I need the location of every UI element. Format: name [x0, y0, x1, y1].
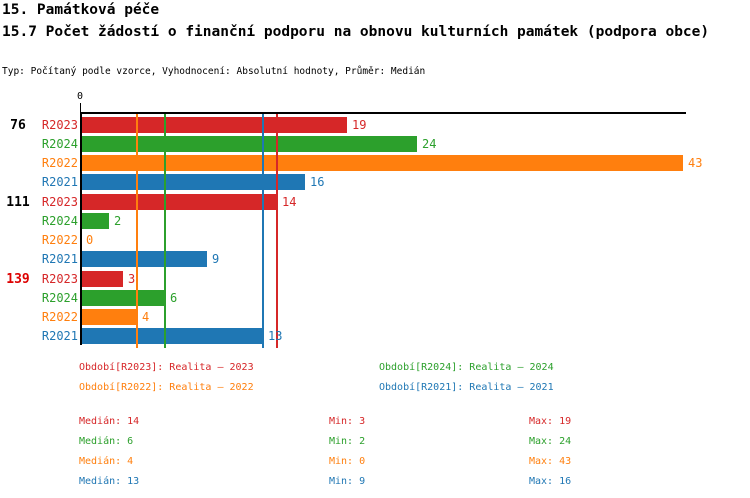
- stat-min: Min: 3: [329, 416, 366, 427]
- bar-value-label: 4: [142, 310, 150, 324]
- bar-value-label: 3: [128, 272, 136, 286]
- group-label: 139: [6, 272, 30, 287]
- median-line: [136, 114, 138, 348]
- stat-max: Max: 24: [529, 436, 572, 447]
- bar-value-label: 9: [212, 252, 220, 266]
- stat-min: Min: 2: [329, 436, 366, 447]
- page-title: 15. Památková péče: [2, 2, 160, 18]
- legend-item: Období[R2024]: Realita – 2024: [379, 362, 554, 373]
- series-label: R2021: [41, 252, 78, 266]
- group-label: 111: [6, 195, 30, 210]
- chart-title: 15.7 Počet žádostí o finanční podporu na…: [2, 24, 710, 40]
- median-line: [276, 114, 278, 348]
- series-label: R2024: [41, 214, 78, 228]
- series-label: R2021: [41, 175, 78, 189]
- stat-median: Medián: 13: [79, 476, 140, 487]
- stat-max: Max: 43: [529, 456, 572, 467]
- chart-meta-line: Typ: Počítaný podle vzorce, Vyhodnocení:…: [2, 66, 426, 77]
- axis-origin-label: 0: [76, 91, 84, 102]
- bar-value-label: 24: [422, 137, 437, 151]
- legend-item: Období[R2021]: Realita – 2021: [379, 382, 554, 393]
- stat-median: Medián: 14: [79, 416, 140, 427]
- axis-tick: [80, 103, 81, 112]
- bar: [82, 194, 277, 210]
- bar-value-label: 2: [114, 214, 122, 228]
- stat-min: Min: 9: [329, 476, 366, 487]
- bar-value-label: 19: [352, 118, 367, 132]
- stat-max: Max: 19: [529, 416, 572, 427]
- stat-median: Medián: 4: [79, 456, 134, 467]
- bar: [82, 174, 305, 190]
- legend-item: Období[R2023]: Realita – 2023: [79, 362, 254, 373]
- bar: [82, 271, 123, 287]
- series-label: R2024: [41, 291, 78, 305]
- bar-value-label: 14: [282, 195, 297, 209]
- stat-max: Max: 16: [529, 476, 572, 487]
- median-line: [164, 114, 166, 348]
- bar-value-label: 16: [310, 175, 325, 189]
- bar: [82, 328, 263, 344]
- median-line: [262, 114, 264, 348]
- stat-min: Min: 0: [329, 456, 366, 467]
- y-axis-line: [80, 112, 82, 345]
- bar: [82, 213, 109, 229]
- series-label: R2023: [41, 118, 78, 132]
- series-label: R2022: [41, 233, 78, 247]
- series-label: R2021: [41, 329, 78, 343]
- bar: [82, 251, 207, 267]
- bar: [82, 309, 137, 325]
- series-label: R2024: [41, 137, 78, 151]
- bar: [82, 117, 347, 133]
- series-label: R2022: [41, 156, 78, 170]
- legend-item: Období[R2022]: Realita – 2022: [79, 382, 254, 393]
- group-label: 76: [10, 118, 26, 133]
- bar: [82, 155, 683, 171]
- series-label: R2023: [41, 195, 78, 209]
- bar-value-label: 6: [170, 291, 178, 305]
- bar: [82, 136, 417, 152]
- series-label: R2023: [41, 272, 78, 286]
- bar-value-label: 0: [86, 233, 94, 247]
- bar-value-label: 43: [688, 156, 703, 170]
- stat-median: Medián: 6: [79, 436, 134, 447]
- series-label: R2022: [41, 310, 78, 324]
- x-axis-line: [80, 112, 686, 114]
- bar-value-label: 13: [268, 329, 283, 343]
- bar: [82, 290, 165, 306]
